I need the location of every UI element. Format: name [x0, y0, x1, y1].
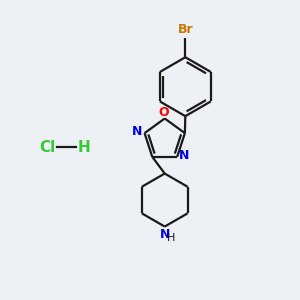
- Text: Cl: Cl: [39, 140, 55, 154]
- Text: Br: Br: [178, 23, 193, 36]
- Text: N: N: [179, 149, 190, 162]
- Text: H: H: [167, 233, 176, 243]
- Text: H: H: [77, 140, 90, 154]
- Text: O: O: [158, 106, 169, 118]
- Text: N: N: [132, 125, 142, 138]
- Text: N: N: [160, 228, 170, 241]
